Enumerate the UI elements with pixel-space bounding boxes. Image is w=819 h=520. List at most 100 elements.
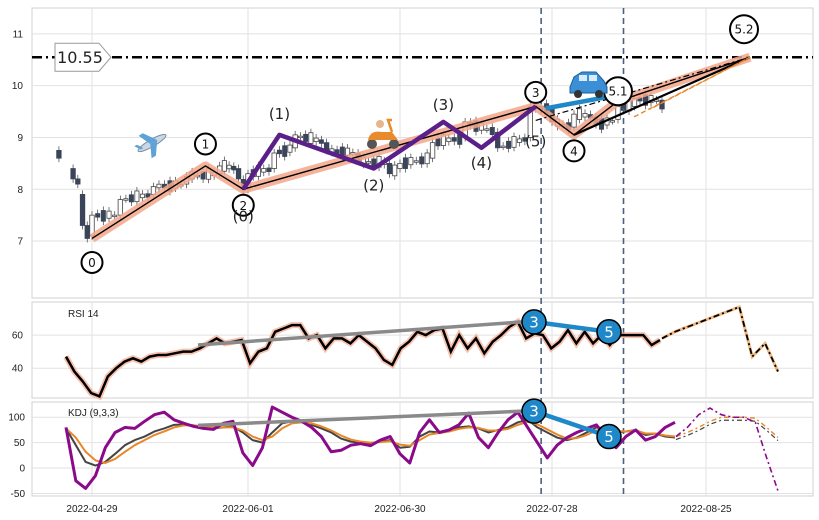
candle-up	[366, 161, 372, 164]
rsi-line	[64, 320, 661, 398]
candle-down	[276, 149, 282, 155]
sub-wave-label-2: (2)	[363, 177, 384, 195]
candle-down	[84, 225, 90, 239]
projection-line-main	[573, 56, 751, 136]
car-window	[589, 75, 597, 81]
price-y-tick-label: 9	[17, 133, 23, 144]
candle-down	[145, 193, 151, 198]
kdj-y-tick-label: 50	[14, 438, 26, 449]
sub-wave-label-5: (5)	[525, 132, 546, 150]
kdj-y-tick-label: -50	[11, 489, 26, 500]
candle-up	[345, 147, 351, 156]
airplane-icon	[134, 133, 167, 159]
candle-down	[70, 168, 76, 180]
candle-down	[266, 167, 272, 172]
price-frame	[31, 7, 814, 299]
kdj-projection-d	[675, 419, 779, 442]
kdj-divergence-label: 5	[604, 428, 614, 446]
rsi-panel-label: RSI 14	[68, 309, 99, 320]
scooter-icon	[367, 118, 399, 149]
price-y-tick-label: 7	[17, 237, 23, 248]
kdj-divergence-label: 3	[529, 403, 539, 421]
kdj-divergence-badge	[521, 398, 547, 424]
candle-down	[318, 139, 324, 144]
rsi-y-tick-label: 40	[12, 364, 24, 375]
scooter-handle	[386, 118, 394, 133]
candle-down	[303, 133, 309, 142]
rsi-divergence-badge	[596, 319, 622, 345]
wave-label-5: 5.1	[608, 85, 627, 99]
candle-up	[287, 144, 293, 153]
candle-up	[484, 128, 490, 131]
kdj-projection-j	[675, 407, 779, 492]
kdj-line-J	[64, 405, 676, 490]
price-y-tick-label: 8	[17, 185, 23, 196]
price-y-tick-label: 10	[12, 81, 24, 92]
candle-up	[610, 120, 616, 123]
candle-up	[313, 137, 319, 143]
rsi-frame	[31, 301, 814, 399]
x-tick-label: 2022-06-01	[222, 504, 274, 515]
wave-label-2: 2	[239, 199, 247, 213]
candle-up	[615, 105, 621, 120]
candle-up	[516, 138, 522, 143]
candle-up	[392, 164, 398, 177]
sub-wave-label-4: (4)	[471, 154, 492, 172]
projection-line-orange-low	[649, 56, 751, 110]
candle-down	[75, 178, 81, 185]
wave-label-circle	[231, 193, 255, 217]
candle-up	[139, 193, 145, 199]
wave-label-0: 0	[88, 256, 96, 270]
candle-down	[386, 162, 393, 175]
candle-down	[419, 156, 425, 165]
candle-up	[424, 152, 430, 165]
sub-wave-line	[241, 104, 538, 191]
wave-label-3: 3	[532, 86, 540, 100]
car-wheel	[574, 90, 582, 98]
candle-up	[582, 113, 588, 118]
candle-down	[100, 210, 106, 222]
projection-line-dashdot	[535, 56, 751, 121]
rsi-divergence-label: 3	[529, 313, 539, 331]
x-tick-label: 2022-06-30	[374, 504, 426, 515]
candle-down	[282, 145, 288, 157]
candle-up	[297, 135, 303, 139]
wave-label-1: 1	[202, 137, 210, 151]
candle-down	[95, 213, 101, 218]
price-tag-label: 10.55	[57, 48, 103, 67]
candle-up	[446, 137, 452, 143]
candle-up	[117, 199, 124, 216]
candle-down	[231, 165, 237, 171]
rsi-y-tick-label: 60	[12, 331, 24, 342]
candle-up	[221, 160, 227, 172]
candle-down	[451, 137, 457, 142]
price-divergence-line	[545, 95, 607, 111]
candle-up	[397, 162, 403, 169]
scooter-wheel	[367, 139, 377, 149]
car-wheel	[595, 90, 603, 98]
kdj-y-tick-label: 100	[8, 413, 25, 424]
kdj-panel-label: KDJ (9,3,3)	[68, 408, 119, 419]
wave-label-4: 4	[570, 144, 578, 158]
candle-up	[226, 164, 232, 170]
kdj-trend-line	[197, 409, 524, 428]
kdj-panel: KDJ (9,3,3) 3 5	[64, 398, 779, 492]
airplane-wing	[150, 140, 158, 159]
scooter-wheel	[389, 139, 399, 149]
rsi-panel: RSI 14 3 5	[63, 304, 780, 401]
price-y-tick-label: 11	[13, 29, 24, 40]
wave-label-circle	[193, 132, 217, 156]
candle-down	[506, 140, 512, 149]
car-window	[579, 75, 587, 81]
scooter-body	[368, 131, 398, 140]
kdj-divergence-line	[533, 409, 610, 439]
wave-label-6: 5.2	[734, 23, 753, 37]
wave-label-circle	[729, 14, 759, 45]
candle-up	[261, 168, 267, 173]
candle-up	[654, 99, 660, 102]
candle-up	[571, 113, 577, 128]
x-tick-label: 2022-07-28	[526, 504, 578, 515]
candle-down	[659, 99, 665, 110]
